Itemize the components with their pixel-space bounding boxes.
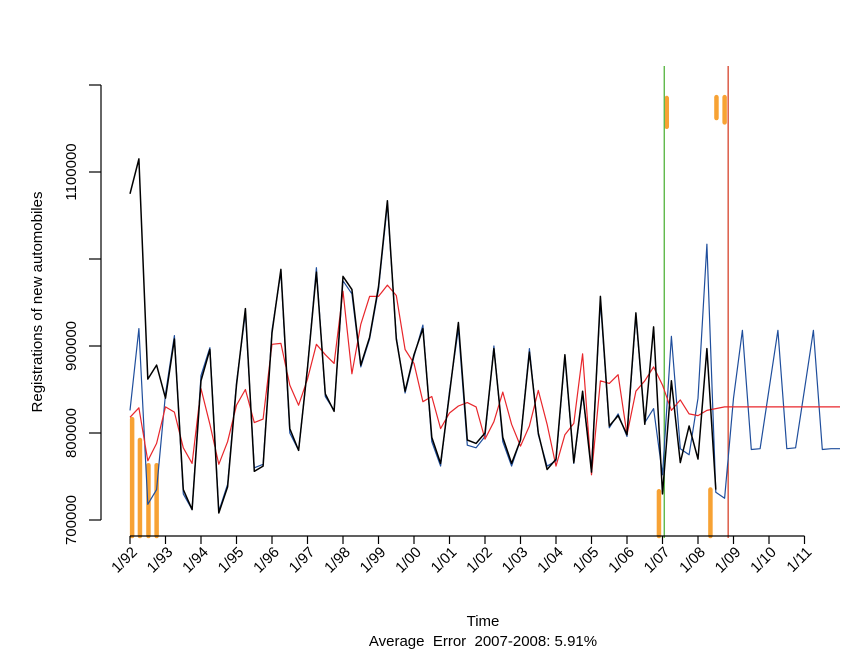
x-tick-label: 1/02	[463, 544, 496, 577]
event-bars-layer	[129, 94, 727, 539]
x-tick-label: 1/05	[570, 544, 603, 577]
average-error-note: Average Error 2007-2008: 5.91%	[369, 633, 597, 650]
x-tick-label: 1/93	[144, 544, 177, 577]
x-tick-label: 1/01	[428, 544, 461, 577]
x-tick-label: 1/92	[108, 544, 141, 577]
y-tick-label: 900000	[63, 321, 80, 371]
x-tick-label: 1/97	[286, 544, 319, 577]
vertical-markers-layer	[663, 66, 729, 538]
series-line	[129, 158, 717, 514]
x-tick-label: 1/99	[357, 544, 390, 577]
x-tick-label: 1/96	[250, 544, 283, 577]
y-tick-label: 1100000	[63, 143, 80, 200]
x-axis-title: Time	[467, 613, 500, 630]
x-tick-label: 1/11	[783, 544, 815, 576]
x-tick-label: 1/09	[712, 544, 745, 577]
y-axis: 700000 800000 900000 1100000	[63, 84, 102, 545]
series-layer	[129, 158, 840, 514]
x-tick-label: 1/98	[321, 544, 354, 577]
x-tick-label: 1/07	[641, 544, 674, 577]
y-tick-label: 700000	[63, 495, 80, 545]
x-tick-label: 1/03	[499, 544, 532, 577]
y-tick-label: 800000	[63, 408, 80, 458]
x-tick-label: 1/04	[534, 544, 567, 577]
x-tick-label: 1/08	[676, 544, 709, 577]
x-tick-label: 1/10	[747, 544, 780, 577]
x-tick-label: 1/94	[179, 544, 212, 577]
series-line	[129, 284, 840, 476]
x-tick-label: 1/00	[392, 544, 425, 577]
x-axis: 1/92 1/93 1/94 1/95 1/96 1/97 1/98 1/99 1/00 1/01…	[108, 535, 815, 577]
series-line	[129, 203, 840, 512]
y-axis-title: Registrations of new automobiles	[29, 192, 46, 413]
x-tick-label: 1/95	[215, 544, 248, 577]
x-tick-label: 1/06	[605, 544, 638, 577]
